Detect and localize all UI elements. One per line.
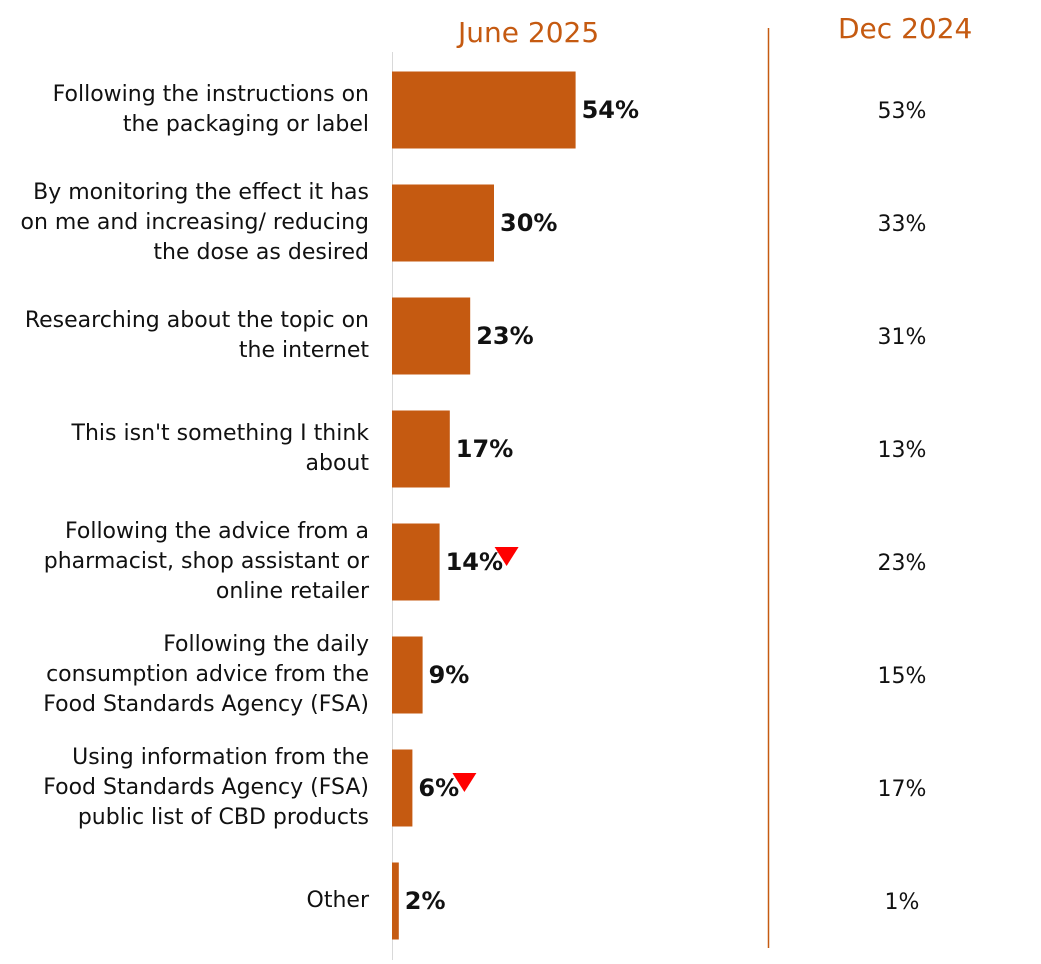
category-label-line: the dose as desired bbox=[153, 240, 369, 265]
data-label-june-2025: 9% bbox=[429, 661, 470, 689]
data-label-june-2025: 54% bbox=[582, 96, 639, 124]
category-label-line: the internet bbox=[238, 338, 369, 363]
category-label-line: pharmacist, shop assistant or bbox=[43, 549, 369, 574]
decrease-arrow-icon bbox=[452, 773, 477, 792]
decrease-arrow-icon bbox=[494, 547, 519, 566]
category-label-line: consumption advice from the bbox=[46, 662, 369, 687]
category-label: Using information from the Food Standards… bbox=[0, 743, 369, 833]
data-label-june-2025: 23% bbox=[476, 322, 533, 350]
bar-june-2025 bbox=[392, 297, 471, 375]
category-label-line: about bbox=[305, 451, 369, 476]
data-label-dec-2024: 15% bbox=[878, 664, 927, 689]
category-label-line: Other bbox=[306, 888, 369, 913]
data-label-dec-2024: 1% bbox=[885, 890, 920, 915]
category-label-line: Food Standards Agency (FSA) bbox=[43, 775, 369, 800]
category-label: By monitoring the effect it has on me and… bbox=[0, 178, 369, 268]
bar-june-2025 bbox=[392, 410, 450, 488]
bar-june-2025 bbox=[392, 523, 440, 601]
category-label-line: Following the daily bbox=[163, 632, 369, 657]
category-label-line: Researching about the topic on bbox=[24, 308, 369, 333]
data-label-dec-2024: 17% bbox=[878, 777, 927, 802]
data-label-dec-2024: 33% bbox=[878, 212, 927, 237]
data-label-june-2025: 17% bbox=[456, 435, 513, 463]
category-label-line: online retailer bbox=[215, 579, 369, 604]
data-label-dec-2024: 23% bbox=[878, 551, 927, 576]
category-label-line: public list of CBD products bbox=[77, 805, 369, 830]
category-label: This isn't something I think about bbox=[0, 419, 369, 479]
data-label-june-2025: 6% bbox=[418, 774, 459, 802]
data-label-dec-2024: 13% bbox=[878, 438, 927, 463]
data-label-dec-2024: 31% bbox=[878, 325, 927, 350]
category-label-line: Using information from the bbox=[72, 745, 369, 770]
bar-june-2025 bbox=[392, 71, 576, 149]
category-label-line: Food Standards Agency (FSA) bbox=[43, 692, 369, 717]
header-dec-2024: Dec 2024 bbox=[838, 12, 973, 45]
category-label: Following the advice from a pharmacist, s… bbox=[0, 517, 369, 607]
category-label-line: Following the advice from a bbox=[65, 519, 369, 544]
category-label-line: By monitoring the effect it has bbox=[33, 180, 369, 205]
data-label-dec-2024: 53% bbox=[878, 99, 927, 124]
category-label: Other bbox=[0, 886, 369, 916]
category-label: Researching about the topic on the intern… bbox=[0, 306, 369, 366]
data-label-june-2025: 30% bbox=[500, 209, 557, 237]
category-label-line: the packaging or label bbox=[122, 112, 369, 137]
category-label-line: This isn't something I think bbox=[71, 421, 369, 446]
bar-june-2025 bbox=[392, 636, 423, 714]
category-label-line: Following the instructions on bbox=[52, 82, 369, 107]
category-label: Following the daily consumption advice fr… bbox=[0, 630, 369, 720]
data-label-june-2025: 2% bbox=[405, 887, 446, 915]
category-label: Following the instructions on the packagi… bbox=[0, 80, 369, 140]
header-june-2025: June 2025 bbox=[458, 16, 600, 49]
category-label-line: on me and increasing/ reducing bbox=[20, 210, 369, 235]
bar-june-2025 bbox=[392, 862, 399, 940]
bar-june-2025 bbox=[392, 184, 494, 262]
bar-june-2025 bbox=[392, 749, 413, 827]
data-label-june-2025: 14% bbox=[446, 548, 503, 576]
